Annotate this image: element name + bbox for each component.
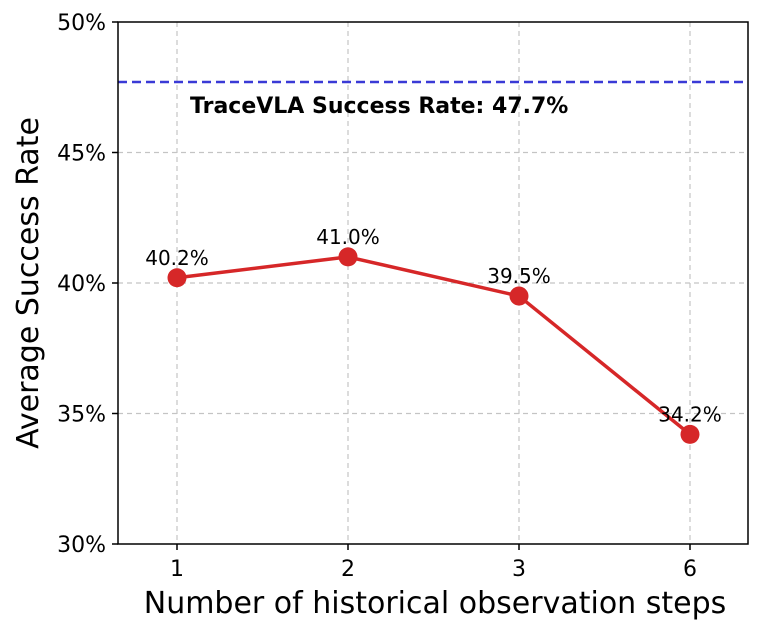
data-label: 39.5% — [487, 264, 551, 288]
data-point — [338, 247, 358, 267]
data-label: 34.2% — [658, 402, 722, 426]
data-label: 40.2% — [145, 246, 209, 270]
data-point — [167, 268, 187, 288]
data-point — [509, 286, 529, 306]
y-tick-label: 45% — [57, 142, 106, 167]
y-tick-label: 50% — [57, 11, 106, 36]
series-line — [176, 255, 692, 436]
x-axis-title: Number of historical observation steps — [144, 586, 727, 621]
y-axis-ticks: 30% 35% 40% 45% 50% — [57, 11, 118, 558]
y-tick-label: 35% — [57, 403, 106, 428]
y-tick-label: 40% — [57, 272, 106, 297]
x-tick-label: 2 — [341, 557, 355, 582]
data-label: 41.0% — [316, 225, 380, 249]
y-axis-title: Average Success Rate — [11, 117, 46, 449]
data-point — [680, 424, 700, 444]
data-labels: 40.2% 41.0% 39.5% 34.2% — [145, 225, 722, 426]
reference-line-label: TraceVLA Success Rate: 47.7% — [190, 94, 568, 119]
x-tick-label: 1 — [170, 557, 184, 582]
y-tick-label: 30% — [57, 533, 106, 558]
x-tick-label: 3 — [512, 557, 526, 582]
x-tick-label: 6 — [683, 557, 697, 582]
data-points — [167, 247, 700, 444]
x-axis-ticks: 1 2 3 6 — [170, 544, 697, 582]
